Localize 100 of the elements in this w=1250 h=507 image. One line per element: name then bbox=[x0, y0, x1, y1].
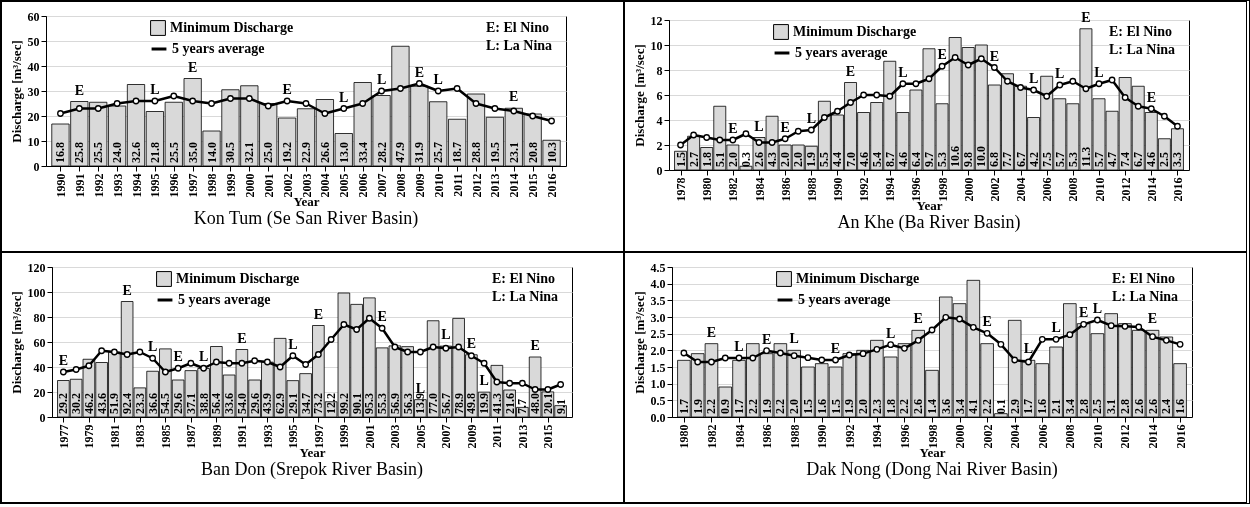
data-label: 5.7 bbox=[1052, 152, 1067, 167]
point bbox=[359, 100, 367, 107]
point bbox=[340, 105, 348, 112]
annotation: E bbox=[122, 282, 132, 298]
data-label: 2.2 bbox=[897, 399, 912, 414]
y-tick-label: 2 bbox=[656, 138, 663, 153]
point bbox=[518, 379, 526, 387]
data-label: 1.9 bbox=[759, 399, 774, 414]
point bbox=[703, 134, 711, 141]
x-tick-label: 2005 bbox=[337, 173, 352, 198]
point bbox=[548, 117, 555, 125]
annotation: E bbox=[830, 341, 841, 356]
data-label: 13.0 bbox=[336, 142, 351, 163]
y-tick-label: 120 bbox=[27, 260, 46, 275]
data-label: 7.7 bbox=[515, 399, 530, 414]
y-axis-title: Discharge [m³/sec] bbox=[631, 291, 647, 394]
point bbox=[1056, 81, 1064, 89]
x-tick-label: 1985 bbox=[158, 424, 173, 449]
y-tick-label: 20 bbox=[33, 385, 46, 400]
x-tick-label: 2010 bbox=[1090, 424, 1105, 449]
point bbox=[531, 386, 539, 393]
x-tick-label: 1980 bbox=[677, 424, 692, 449]
data-label: 9.7 bbox=[922, 152, 936, 167]
point bbox=[1082, 85, 1090, 93]
x-tick-label: 1987 bbox=[184, 424, 199, 449]
point bbox=[238, 359, 246, 367]
data-label: 3.6 bbox=[938, 399, 953, 414]
x-tick-label: 1993 bbox=[260, 424, 275, 449]
x-tick-label: 1990 bbox=[815, 424, 830, 449]
data-label: 49.8 bbox=[464, 393, 479, 414]
point bbox=[1095, 80, 1103, 88]
y-tick-label: 80 bbox=[33, 310, 46, 325]
data-label: 2.0 bbox=[778, 152, 793, 167]
legend-label: 5 years average bbox=[178, 292, 271, 307]
data-label: 51.9 bbox=[107, 393, 122, 414]
data-label: 38.8 bbox=[196, 393, 211, 414]
data-label: 32.1 bbox=[242, 142, 257, 163]
data-label: 1.8 bbox=[883, 399, 898, 414]
x-tick-label: 2000 bbox=[961, 177, 976, 202]
point bbox=[85, 362, 93, 370]
point bbox=[251, 357, 259, 365]
point bbox=[1162, 336, 1170, 344]
x-tick-label: 2006 bbox=[356, 173, 371, 198]
point bbox=[113, 100, 121, 107]
annotation: L bbox=[441, 327, 451, 343]
x-tick-label: 2012 bbox=[1118, 424, 1133, 449]
x-tick-label: 1996 bbox=[909, 177, 924, 202]
x-tick-label: 2003 bbox=[299, 173, 314, 198]
data-label: 30.2 bbox=[69, 393, 84, 414]
legend-label: Minimum Discharge bbox=[170, 20, 294, 35]
legend-label: 5 years average bbox=[798, 292, 891, 307]
x-tick-label: 1996 bbox=[167, 173, 182, 198]
data-label: 2.0 bbox=[856, 399, 871, 414]
x-tick-label: 2010 bbox=[431, 173, 446, 198]
data-label: 25.7 bbox=[431, 142, 446, 163]
annotation: L bbox=[789, 331, 799, 347]
point bbox=[942, 313, 950, 321]
x-tick-label: 1998 bbox=[205, 173, 220, 198]
point bbox=[467, 352, 475, 360]
y-tick-label: 0 bbox=[656, 163, 663, 178]
point bbox=[327, 336, 335, 343]
point bbox=[1094, 316, 1101, 324]
point bbox=[200, 364, 208, 372]
annotation: E bbox=[845, 63, 856, 79]
annotation: E bbox=[1146, 89, 1156, 105]
data-label: 35.0 bbox=[185, 142, 200, 163]
data-label: 29.6 bbox=[247, 393, 262, 414]
annotation: E: El Nino bbox=[1109, 24, 1173, 39]
point bbox=[821, 114, 828, 121]
x-tick-label: 2004 bbox=[318, 173, 333, 198]
point bbox=[818, 356, 826, 364]
x-tick-label: 2007 bbox=[375, 173, 390, 198]
data-label: 19.2 bbox=[280, 142, 295, 163]
data-label: 2.0 bbox=[725, 152, 740, 167]
point bbox=[794, 127, 802, 135]
data-label: 11.3 bbox=[1078, 146, 1093, 167]
data-label: 24.0 bbox=[110, 142, 125, 163]
x-tick-label: 1989 bbox=[209, 424, 224, 449]
x-tick-label: 2005 bbox=[413, 424, 428, 449]
annotation: L bbox=[198, 349, 209, 365]
point bbox=[1017, 84, 1024, 91]
data-label: 3.4 bbox=[1062, 399, 1077, 414]
annotation: E: El Nino bbox=[1112, 271, 1176, 286]
data-label: 6.7 bbox=[1013, 152, 1028, 167]
x-tick-label: 1984 bbox=[732, 424, 747, 449]
text: Kon Tum (Se San River Basin) bbox=[193, 208, 419, 229]
annotation: E: El Nino bbox=[492, 271, 556, 286]
x-tick-label: 1998 bbox=[925, 424, 940, 449]
data-label: 56.4 bbox=[209, 393, 224, 414]
point bbox=[245, 95, 253, 102]
data-label: 1.7 bbox=[1021, 399, 1036, 414]
y-tick-label: 4.0 bbox=[650, 277, 666, 292]
point bbox=[404, 348, 412, 356]
y-tick-label: 60 bbox=[33, 335, 46, 350]
data-label: 33.4 bbox=[355, 142, 370, 163]
data-label: 10.3 bbox=[544, 142, 559, 163]
point bbox=[225, 359, 233, 367]
point bbox=[680, 349, 688, 357]
data-label: 2.1 bbox=[1049, 399, 1064, 414]
annotation: L bbox=[1092, 301, 1103, 316]
